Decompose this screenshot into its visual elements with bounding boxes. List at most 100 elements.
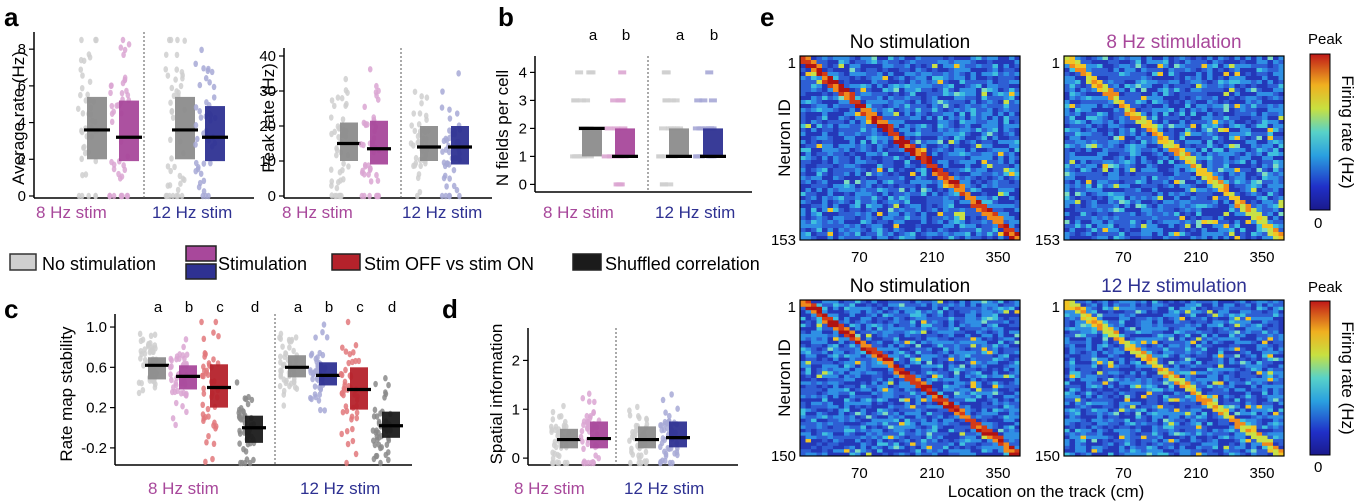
c-data-point bbox=[386, 456, 391, 464]
c-data-point bbox=[278, 353, 283, 360]
heatmap-cell bbox=[811, 168, 817, 173]
heatmap-cell bbox=[1091, 236, 1098, 241]
heatmap-cell bbox=[1196, 104, 1202, 109]
d-data-point bbox=[593, 452, 598, 459]
heatmap-cell bbox=[1201, 204, 1208, 209]
heatmap-cell bbox=[1086, 220, 1092, 225]
heatmap-cell bbox=[948, 164, 955, 169]
heatmap-cell bbox=[1130, 188, 1136, 193]
heatmap-cell bbox=[937, 224, 944, 229]
heatmap-cell bbox=[893, 160, 900, 165]
heatmap-cell bbox=[1196, 176, 1202, 181]
heatmap-cell bbox=[1075, 184, 1081, 189]
heatmap-cell bbox=[822, 184, 828, 189]
heatmap-cell bbox=[1229, 96, 1235, 101]
heatmap-cell bbox=[1273, 200, 1279, 205]
heatmap-cell bbox=[965, 306, 971, 311]
heatmap-cell bbox=[816, 152, 823, 157]
c-data-point bbox=[278, 359, 283, 366]
heatmap-cell bbox=[959, 172, 966, 177]
heatmap-cell bbox=[1267, 224, 1274, 229]
heatmap-cell bbox=[1014, 160, 1021, 165]
a-left-data-point bbox=[168, 167, 173, 175]
heatmap-cell bbox=[998, 180, 1004, 185]
heatmap-cell bbox=[1201, 200, 1208, 205]
heatmap-cell bbox=[805, 140, 812, 145]
heatmap-cell bbox=[910, 132, 916, 137]
heatmap-cell bbox=[981, 124, 988, 129]
heatmap-cell bbox=[1130, 192, 1136, 197]
heatmap-cell bbox=[822, 104, 828, 109]
heatmap-cell bbox=[1185, 72, 1191, 77]
heatmap-cell bbox=[970, 80, 977, 85]
c-data-point bbox=[173, 421, 178, 429]
heatmap-cell bbox=[1240, 128, 1246, 133]
heatmap-cell bbox=[1245, 148, 1252, 153]
heatmap-cell bbox=[1218, 156, 1224, 161]
heatmap-cell bbox=[871, 204, 878, 209]
heatmap-cell bbox=[811, 232, 817, 237]
heatmap-cell bbox=[1130, 236, 1136, 241]
heatmap-cell bbox=[877, 76, 883, 81]
heatmap-cell bbox=[943, 76, 949, 81]
a-left-data-point bbox=[195, 165, 201, 173]
heatmap-cell bbox=[899, 136, 905, 141]
heatmap-cell bbox=[893, 188, 900, 193]
heatmap-cell bbox=[970, 116, 977, 121]
heatmap-cell bbox=[1218, 64, 1224, 69]
heatmap-cell bbox=[1174, 168, 1180, 173]
heatmap-cell bbox=[800, 76, 806, 81]
heatmap-cell bbox=[1102, 204, 1109, 209]
heatmap-cell bbox=[849, 168, 856, 173]
c-data-point bbox=[354, 414, 360, 422]
heatmap-cell bbox=[1080, 56, 1087, 61]
heatmap-cell bbox=[943, 116, 949, 121]
heatmap-cell bbox=[871, 116, 878, 121]
b-significance-letter: b bbox=[710, 27, 718, 44]
c-data-point bbox=[216, 332, 221, 340]
heatmap-cell bbox=[1119, 212, 1125, 217]
heatmap-cell bbox=[992, 88, 999, 93]
heatmap-cell bbox=[1130, 112, 1136, 117]
heatmap-cell bbox=[976, 172, 982, 177]
heatmap-cell bbox=[910, 104, 916, 109]
heatmap-cell bbox=[1245, 92, 1252, 97]
heatmap-cell bbox=[899, 148, 905, 153]
heatmap-cell bbox=[921, 300, 927, 304]
c-data-point bbox=[350, 425, 355, 433]
heatmap-cell bbox=[1157, 112, 1164, 117]
c-significance-letter: a bbox=[294, 299, 303, 316]
heatmap-cell bbox=[849, 188, 856, 193]
heatmap-cell bbox=[970, 136, 977, 141]
heatmap-cell bbox=[1113, 80, 1120, 85]
heatmap-cell bbox=[838, 132, 845, 137]
heatmap-cell bbox=[1119, 160, 1125, 165]
a-right-data-point bbox=[411, 142, 416, 149]
heatmap-cell bbox=[998, 120, 1004, 125]
heatmap-cell bbox=[893, 224, 900, 229]
heatmap-cell bbox=[970, 72, 977, 77]
heatmap-cell bbox=[937, 228, 944, 233]
heatmap-cell bbox=[1003, 184, 1010, 189]
heatmap-cell bbox=[1003, 80, 1010, 85]
heatmap-cell bbox=[1108, 104, 1114, 109]
heatmap-cell bbox=[1003, 140, 1010, 145]
heatmap-cell bbox=[1278, 56, 1285, 61]
heatmap-cell bbox=[899, 100, 905, 105]
heatmap-cell bbox=[1003, 120, 1010, 125]
heatmap-cell bbox=[1234, 152, 1241, 157]
heatmap-cell bbox=[1069, 68, 1076, 73]
heatmap-cell bbox=[811, 224, 817, 229]
heatmap-cell bbox=[838, 144, 845, 149]
heatmap-cell bbox=[1273, 120, 1279, 125]
heatmap-cell bbox=[1168, 196, 1175, 201]
heatmap-cell bbox=[1152, 72, 1158, 77]
heatmap-cell bbox=[1009, 116, 1015, 121]
heatmap-cell bbox=[937, 208, 944, 213]
heatmap-cell bbox=[822, 72, 828, 77]
heatmap-cell bbox=[1080, 220, 1087, 225]
heatmap-cell bbox=[1179, 136, 1186, 141]
heatmap-cell bbox=[1190, 160, 1197, 165]
heatmap-cell bbox=[822, 236, 828, 241]
heatmap-cell bbox=[1119, 100, 1125, 105]
